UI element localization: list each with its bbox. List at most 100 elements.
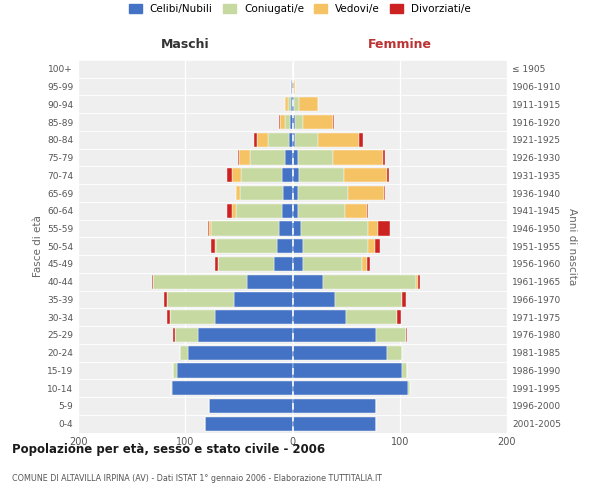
Bar	[167, 292, 233, 306]
Bar	[293, 186, 298, 200]
Bar	[409, 381, 410, 396]
Bar	[205, 416, 293, 430]
Bar	[376, 328, 406, 342]
Bar	[367, 257, 370, 271]
Bar	[367, 204, 368, 218]
Bar	[164, 292, 167, 306]
Bar	[176, 364, 293, 378]
Bar	[215, 310, 293, 324]
Bar	[285, 150, 293, 164]
Bar	[293, 310, 346, 324]
Bar	[295, 115, 303, 129]
Bar	[379, 222, 390, 235]
Bar	[387, 346, 402, 360]
Text: Femmine: Femmine	[368, 38, 432, 51]
Bar	[293, 364, 402, 378]
Bar	[416, 274, 418, 289]
Bar	[232, 204, 236, 218]
Bar	[285, 115, 290, 129]
Bar	[293, 274, 323, 289]
Bar	[293, 222, 301, 235]
Bar	[211, 239, 215, 254]
Bar	[277, 239, 293, 254]
Bar	[236, 204, 282, 218]
Bar	[250, 150, 285, 164]
Bar	[348, 186, 383, 200]
Bar	[318, 132, 359, 147]
Bar	[368, 239, 375, 254]
Text: COMUNE DI ALTAVILLA IRPINA (AV) - Dati ISTAT 1° gennaio 2006 - Elaborazione TUTT: COMUNE DI ALTAVILLA IRPINA (AV) - Dati I…	[12, 474, 382, 483]
Bar	[170, 310, 215, 324]
Bar	[208, 222, 209, 235]
Y-axis label: Anni di nascita: Anni di nascita	[566, 208, 577, 285]
Bar	[293, 239, 303, 254]
Bar	[402, 364, 407, 378]
Bar	[211, 222, 278, 235]
Bar	[257, 132, 268, 147]
Bar	[333, 115, 334, 129]
Bar	[293, 168, 299, 182]
Bar	[293, 346, 387, 360]
Bar	[303, 257, 362, 271]
Bar	[301, 222, 368, 235]
Bar	[282, 168, 293, 182]
Bar	[282, 204, 293, 218]
Bar	[215, 239, 217, 254]
Bar	[238, 150, 239, 164]
Bar	[293, 97, 299, 112]
Bar	[167, 310, 170, 324]
Bar	[346, 310, 397, 324]
Bar	[293, 328, 376, 342]
Bar	[268, 132, 289, 147]
Bar	[247, 274, 293, 289]
Bar	[293, 416, 376, 430]
Bar	[397, 310, 401, 324]
Bar	[293, 292, 335, 306]
Bar	[280, 115, 285, 129]
Bar	[217, 239, 277, 254]
Bar	[293, 381, 409, 396]
Bar	[293, 150, 298, 164]
Bar	[298, 204, 345, 218]
Bar	[293, 115, 295, 129]
Bar	[227, 204, 232, 218]
Bar	[293, 204, 298, 218]
Bar	[289, 132, 293, 147]
Bar	[239, 150, 250, 164]
Bar	[362, 257, 367, 271]
Bar	[298, 150, 333, 164]
Bar	[292, 80, 293, 94]
Bar	[152, 274, 153, 289]
Bar	[209, 399, 293, 413]
Bar	[283, 186, 293, 200]
Bar	[290, 115, 293, 129]
Bar	[333, 150, 383, 164]
Bar	[278, 115, 280, 129]
Bar	[240, 186, 283, 200]
Bar	[241, 168, 282, 182]
Bar	[254, 132, 257, 147]
Bar	[299, 168, 344, 182]
Bar	[236, 186, 240, 200]
Bar	[180, 346, 188, 360]
Bar	[323, 274, 416, 289]
Bar	[298, 186, 348, 200]
Bar	[402, 292, 406, 306]
Bar	[274, 257, 293, 271]
Bar	[188, 346, 293, 360]
Bar	[368, 222, 379, 235]
Bar	[303, 115, 333, 129]
Bar	[299, 97, 318, 112]
Bar	[233, 292, 293, 306]
Bar	[293, 80, 295, 94]
Bar	[383, 150, 385, 164]
Bar	[173, 328, 175, 342]
Bar	[198, 328, 293, 342]
Bar	[285, 97, 288, 112]
Bar	[344, 168, 387, 182]
Bar	[215, 257, 218, 271]
Bar	[293, 399, 376, 413]
Bar	[153, 274, 247, 289]
Bar	[383, 186, 385, 200]
Text: Popolazione per età, sesso e stato civile - 2006: Popolazione per età, sesso e stato civil…	[12, 442, 325, 456]
